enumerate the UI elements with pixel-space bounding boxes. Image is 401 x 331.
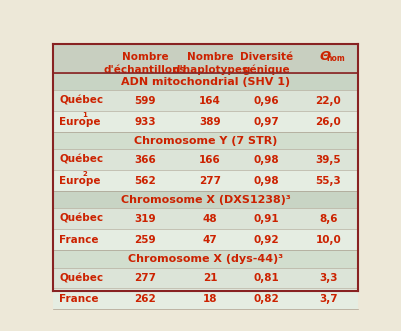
Bar xyxy=(53,289,358,309)
Text: 599: 599 xyxy=(134,96,156,106)
Text: 277: 277 xyxy=(199,176,221,186)
Text: 262: 262 xyxy=(134,294,156,304)
Text: 366: 366 xyxy=(134,155,156,165)
Text: 3,7: 3,7 xyxy=(319,294,338,304)
Text: 26,0: 26,0 xyxy=(316,117,341,126)
Text: France: France xyxy=(59,235,99,245)
Text: Diversité
génique: Diversité génique xyxy=(239,52,293,75)
Text: 562: 562 xyxy=(134,176,156,186)
Bar xyxy=(53,267,358,289)
Text: 8,6: 8,6 xyxy=(319,214,338,224)
Text: France: France xyxy=(59,294,99,304)
Text: Québec: Québec xyxy=(59,214,103,224)
Text: 0,98: 0,98 xyxy=(253,176,279,186)
Text: Chromosome X (dys-44)³: Chromosome X (dys-44)³ xyxy=(128,254,283,264)
Text: 22,0: 22,0 xyxy=(316,96,341,106)
Text: Chromosome Y (7 STR): Chromosome Y (7 STR) xyxy=(134,136,277,146)
Text: Québec: Québec xyxy=(59,155,103,165)
Text: Québec: Québec xyxy=(59,96,103,106)
Text: 933: 933 xyxy=(134,117,156,126)
Text: 0,91: 0,91 xyxy=(253,214,279,224)
Bar xyxy=(53,209,358,229)
Bar xyxy=(53,149,358,170)
Text: Nombre
d'haplotypes: Nombre d'haplotypes xyxy=(172,52,248,74)
Text: 48: 48 xyxy=(203,214,217,224)
Text: 55,3: 55,3 xyxy=(316,176,341,186)
Text: 319: 319 xyxy=(134,214,156,224)
Text: 0,82: 0,82 xyxy=(253,294,279,304)
Text: 18: 18 xyxy=(203,294,217,304)
Text: 389: 389 xyxy=(199,117,221,126)
Text: ADN mitochondrial (SHV 1): ADN mitochondrial (SHV 1) xyxy=(121,76,290,86)
Text: Europe: Europe xyxy=(59,117,101,126)
Bar xyxy=(53,170,358,191)
Text: 0,97: 0,97 xyxy=(253,117,279,126)
Text: 0,92: 0,92 xyxy=(253,235,279,245)
Text: 259: 259 xyxy=(134,235,156,245)
Text: 39,5: 39,5 xyxy=(316,155,341,165)
Bar xyxy=(53,73,358,90)
Bar xyxy=(53,111,358,132)
Text: Chromosome X (DXS1238)³: Chromosome X (DXS1238)³ xyxy=(121,195,290,205)
Text: hom: hom xyxy=(327,54,345,63)
Text: Québec: Québec xyxy=(59,273,103,283)
Text: 21: 21 xyxy=(203,273,217,283)
Text: Europe: Europe xyxy=(59,176,101,186)
Text: Nombre
d'échantillons: Nombre d'échantillons xyxy=(103,52,186,74)
Text: 10,0: 10,0 xyxy=(316,235,341,245)
Bar xyxy=(53,229,358,250)
Text: 1: 1 xyxy=(83,112,87,118)
Bar xyxy=(53,132,358,149)
Bar xyxy=(53,250,358,267)
Text: 277: 277 xyxy=(134,273,156,283)
Text: 3,3: 3,3 xyxy=(319,273,338,283)
Text: 164: 164 xyxy=(199,96,221,106)
Bar xyxy=(53,90,358,111)
Text: 0,96: 0,96 xyxy=(253,96,279,106)
Text: 166: 166 xyxy=(199,155,221,165)
Text: 47: 47 xyxy=(203,235,218,245)
Text: Θ: Θ xyxy=(320,50,331,63)
Bar xyxy=(53,44,358,73)
Text: 0,98: 0,98 xyxy=(253,155,279,165)
Text: 0,81: 0,81 xyxy=(253,273,279,283)
Text: 2: 2 xyxy=(83,171,87,177)
Bar xyxy=(53,191,358,209)
